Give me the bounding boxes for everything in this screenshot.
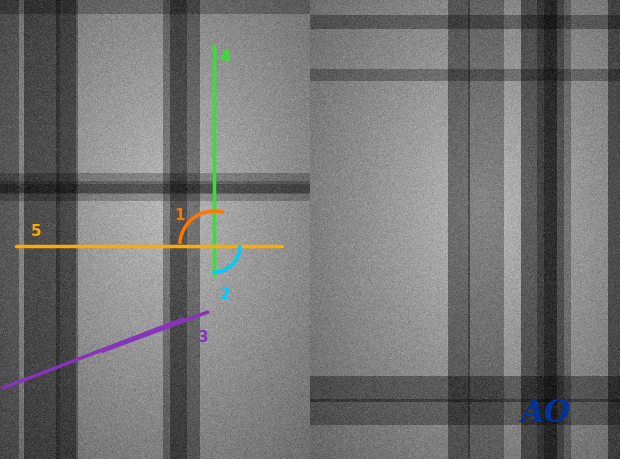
Text: 2: 2 <box>220 287 231 302</box>
Text: AO: AO <box>520 397 571 429</box>
Text: 4: 4 <box>219 50 229 66</box>
Text: 3: 3 <box>198 330 209 346</box>
Text: 5: 5 <box>31 224 42 239</box>
Text: 1: 1 <box>175 208 185 223</box>
